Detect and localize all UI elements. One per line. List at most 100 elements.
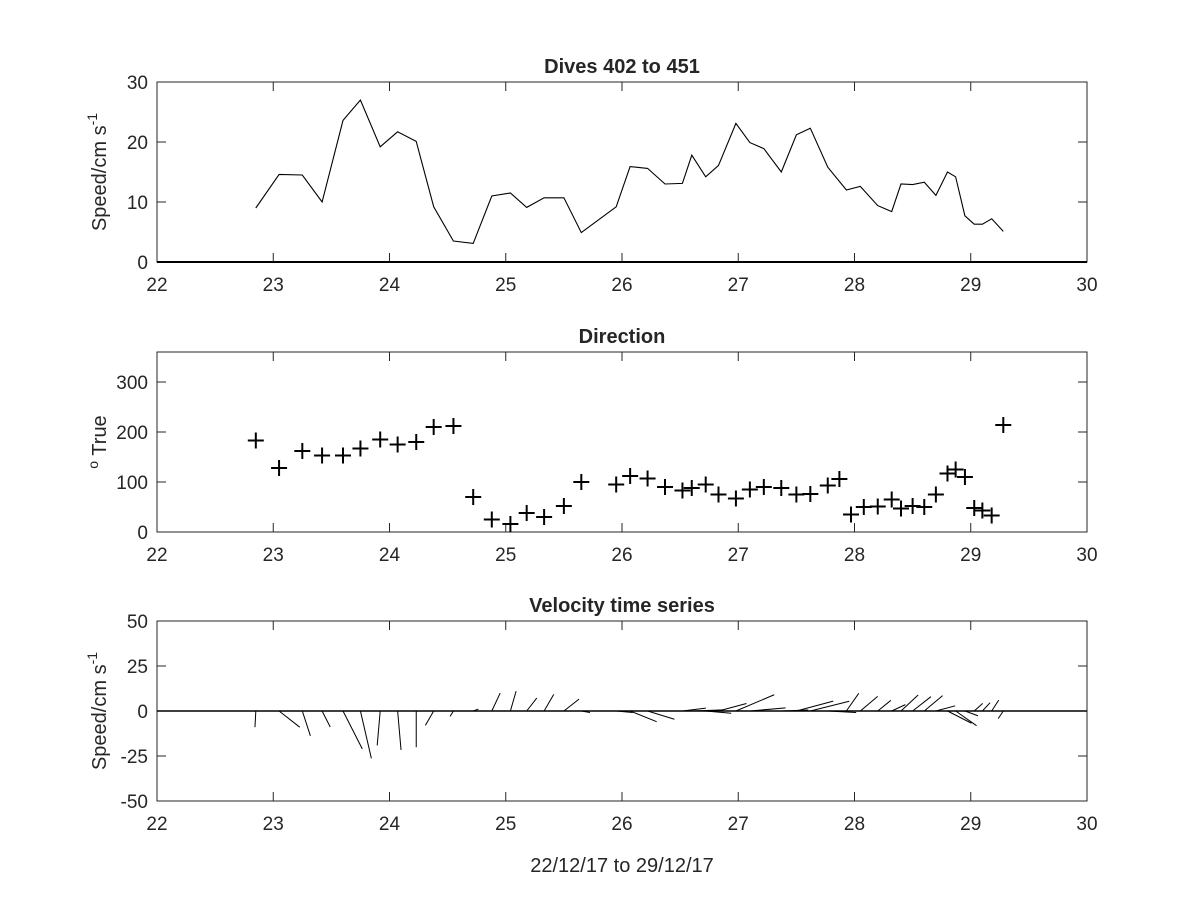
velocity-stick [845, 693, 860, 712]
x-tick-label: 30 [1076, 814, 1097, 835]
direction-point [710, 486, 727, 503]
velocity-stick [859, 696, 879, 712]
velocity-stick [376, 710, 381, 746]
x-tick-label: 23 [263, 814, 284, 835]
direction-point [465, 489, 482, 505]
velocity-stick [982, 702, 991, 712]
direction-point [555, 498, 572, 514]
direction-point [294, 443, 311, 459]
velocity-stick [359, 710, 372, 759]
velocity-stick [796, 700, 834, 712]
direction-point [741, 481, 758, 498]
velocity-stick [321, 710, 331, 728]
y-axis-label-superscript: -1 [84, 113, 100, 126]
direction-point [518, 505, 535, 521]
y-axis-label-text: True [89, 415, 111, 461]
velocity-stick [397, 710, 402, 750]
x-tick-label: 22 [146, 814, 167, 835]
x-tick-label: 30 [1076, 275, 1097, 296]
direction-point [608, 476, 625, 493]
direction-point [939, 465, 956, 482]
velocity-stick [997, 710, 1004, 719]
y-tick-label: 20 [127, 133, 148, 154]
y-axis-label-text: Speed/cm s [89, 125, 111, 231]
velocity-stick [955, 710, 977, 727]
x-tick-label: 22 [146, 545, 167, 566]
velocity-stick [947, 710, 972, 724]
velocity-stick [509, 690, 517, 712]
y-tick-label: 25 [127, 657, 148, 678]
y-axis-label: Speed/cm s-1 [84, 113, 111, 231]
velocity-stick [491, 692, 501, 712]
direction-point [983, 507, 1000, 524]
direction-point [755, 479, 772, 495]
x-tick-label: 28 [844, 814, 865, 835]
axes-box [156, 351, 1088, 533]
y-axis-label-superscript: -1 [84, 652, 100, 665]
x-axis-label: 22/12/17 to 29/12/17 [530, 855, 714, 877]
direction-point [622, 468, 639, 484]
velocity-stick [827, 710, 857, 713]
velocity-stick [810, 700, 850, 712]
panel-title: Direction [579, 326, 666, 348]
direction-point [843, 506, 860, 523]
direction-point [893, 500, 909, 517]
x-tick-label: 24 [379, 814, 401, 835]
x-tick-label: 29 [960, 275, 981, 296]
velocity-stick [991, 699, 1000, 712]
direction-point [389, 436, 406, 453]
velocity-stick [891, 704, 906, 712]
direction-point [314, 447, 331, 464]
y-axis-label-superscript: o [85, 461, 101, 469]
direction-point [657, 479, 674, 495]
y-axis-label: Speed/cm s-1 [84, 652, 111, 770]
y-tick-label: -25 [121, 747, 148, 768]
velocity-stick [424, 710, 435, 726]
panel-3: 22 23 24 25 26 27 28 29 30 -50 -25 0 25 50 Velocity ti… [84, 595, 1098, 835]
velocity-stick [682, 707, 706, 712]
direction-point [727, 490, 744, 507]
direction-point [536, 509, 553, 525]
direction-point [697, 476, 714, 493]
direction-point [483, 511, 500, 528]
x-tick-label: 26 [611, 814, 632, 835]
x-tick-label: 27 [728, 275, 749, 296]
velocity-stick [254, 710, 257, 728]
x-tick-label: 23 [263, 275, 284, 296]
direction-point [773, 480, 790, 496]
direction-point [502, 516, 519, 532]
velocity-stick [923, 695, 943, 712]
speed-series-line [255, 98, 1004, 244]
direction-point [916, 499, 933, 515]
direction-point [927, 486, 944, 503]
direction-point [883, 491, 900, 508]
velocity-stick [543, 694, 555, 712]
velocity-stick [964, 710, 979, 717]
x-tick-label: 25 [495, 545, 516, 566]
velocity-stick [278, 710, 301, 728]
velocity-stick [935, 705, 956, 712]
y-tick-label: -50 [121, 792, 148, 813]
y-tick-label: 0 [137, 253, 148, 274]
velocity-stick [973, 703, 983, 712]
x-tick-label: 28 [844, 545, 865, 566]
direction-point [855, 499, 872, 515]
direction-point [335, 447, 351, 464]
velocity-stick [912, 696, 932, 712]
direction-point [683, 480, 700, 496]
x-tick-label: 29 [960, 545, 981, 566]
x-tick-label: 23 [263, 545, 284, 566]
direction-point [674, 482, 691, 499]
velocity-stick [749, 707, 786, 712]
direction-point [831, 471, 848, 487]
x-tick-label: 25 [495, 275, 516, 296]
y-tick-label: 10 [127, 193, 148, 214]
x-tick-label: 27 [728, 814, 749, 835]
y-axis-label-text: Speed/cm s [89, 664, 111, 770]
y-tick-label: 50 [127, 612, 148, 633]
y-tick-label: 300 [116, 373, 148, 394]
velocity-stick [877, 699, 892, 712]
velocity-stick [718, 703, 747, 712]
